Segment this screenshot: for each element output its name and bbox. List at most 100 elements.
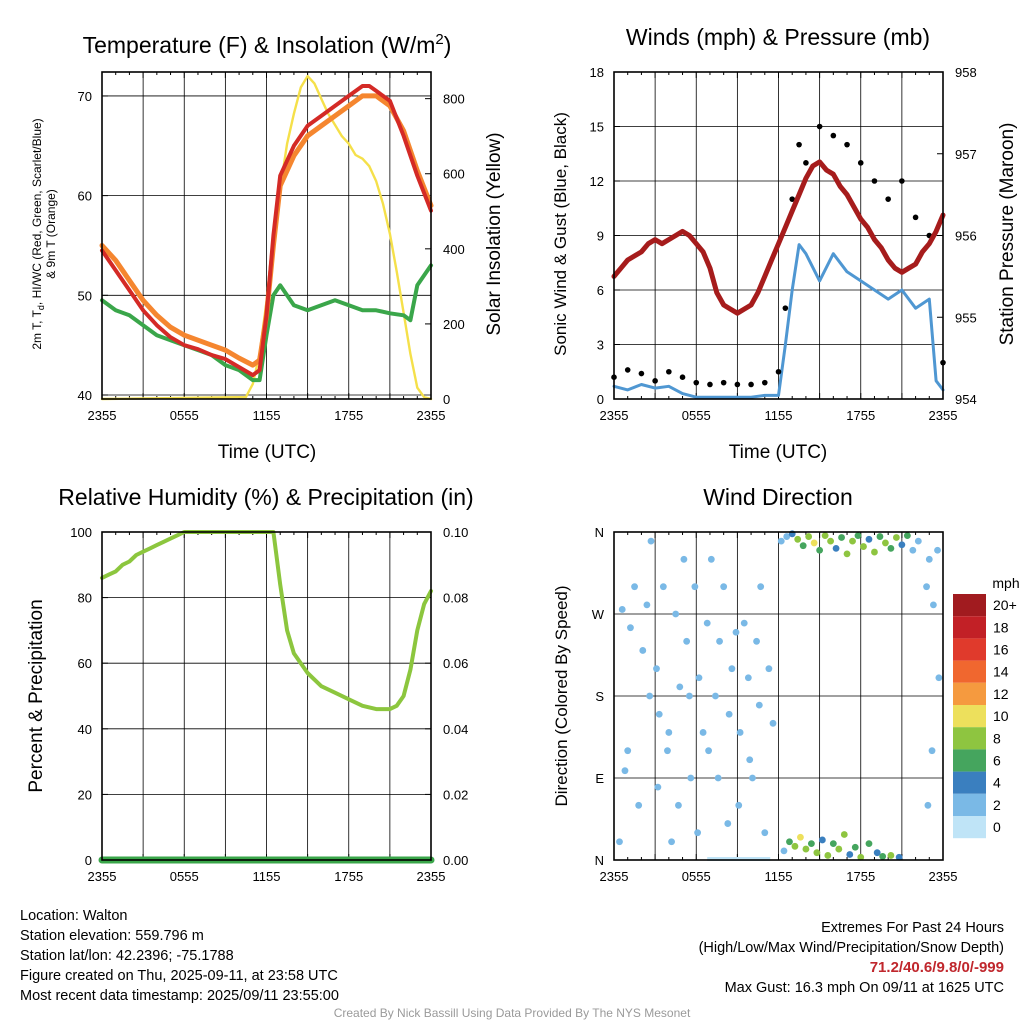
gust-point (830, 132, 837, 139)
dir-panel-title: Wind Direction (703, 484, 853, 510)
direction-point (840, 831, 848, 838)
gust-point (624, 367, 631, 373)
direction-point (695, 674, 703, 682)
direction-point (808, 840, 815, 847)
wind-xlabel: Time (UTC) (729, 442, 828, 463)
direction-point (740, 619, 748, 627)
direction-point (816, 546, 824, 554)
direction-point (871, 548, 878, 556)
gust-point (748, 381, 754, 388)
gust-point (707, 381, 713, 388)
direction-point (934, 546, 941, 554)
legend-label: 8 (993, 730, 1001, 746)
direction-point (838, 534, 845, 541)
direction-point (639, 647, 647, 654)
temp-ytick-label-left: 50 (78, 288, 92, 303)
temp-xtick-label: 2355 (88, 408, 117, 423)
gust-point (693, 379, 700, 386)
sonic-wind-line (612, 243, 945, 399)
rh-ytick-label-right: 0.00 (443, 853, 468, 868)
dir-xtick-label: 1755 (846, 869, 875, 884)
created-text: Figure created on Thu, 2025-09-11, at 23… (20, 968, 338, 984)
direction-point (703, 619, 711, 627)
wind-xtick-label: 2355 (600, 408, 629, 423)
direction-point (797, 833, 804, 841)
temp-2m-line (100, 84, 433, 378)
direction-point (923, 583, 930, 591)
direction-point (761, 829, 769, 837)
dir-frame (613, 531, 944, 861)
direction-point (928, 747, 936, 755)
legend-swatch (953, 638, 986, 661)
rh-ytick-label-left: 40 (78, 722, 92, 737)
gust-point (796, 141, 802, 148)
direction-point (631, 583, 638, 591)
direction-point (821, 532, 829, 540)
direction-point (659, 583, 667, 591)
direction-point (832, 545, 840, 552)
direction-point (675, 801, 682, 809)
location-text: Location: Walton (20, 908, 128, 924)
gust-point (912, 214, 919, 221)
direction-point (618, 606, 626, 613)
direction-point (624, 747, 632, 755)
legend-label: 0 (993, 819, 1001, 835)
direction-point (914, 537, 922, 545)
elevation-text: Station elevation: 559.796 m (20, 928, 204, 944)
direction-point (685, 692, 693, 700)
legend-label: 18 (993, 619, 1009, 635)
direction-point (791, 842, 799, 850)
gust-point (720, 379, 727, 386)
direction-point (716, 637, 723, 645)
legend-swatch (953, 771, 986, 794)
direction-point (765, 665, 773, 673)
wind-xtick-label: 2355 (929, 408, 958, 423)
temp-ytick-label-left: 40 (78, 388, 92, 403)
direction-point (668, 838, 675, 846)
temp-ytick-label-right: 200 (443, 317, 465, 332)
dewpoint-line (100, 263, 433, 383)
wind-ytick-label-right: 957 (955, 147, 977, 162)
gust-point (666, 368, 672, 375)
direction-point (635, 801, 643, 809)
dir-ytick-label: S (595, 689, 604, 704)
gust-point (803, 160, 809, 166)
direction-point (857, 853, 865, 861)
direction-point (854, 532, 862, 540)
extremes-subtitle: (High/Low/Max Wind/Precipitation/Snow De… (698, 940, 1004, 956)
temp-xtick-label: 0555 (170, 408, 199, 423)
gust-point (816, 123, 823, 130)
wind-ytick-label-left: 15 (590, 120, 604, 135)
legend-label: 10 (993, 708, 1009, 724)
wind-xtick-label: 0555 (682, 408, 711, 423)
dir-ytick-label: N (595, 525, 604, 540)
direction-point (755, 701, 763, 709)
wind-ytick-label-right: 956 (955, 229, 977, 244)
dir-xtick-label: 2355 (929, 869, 958, 884)
rh-xtick-label: 2355 (417, 869, 446, 884)
direction-point (714, 774, 722, 782)
direction-point (777, 537, 785, 545)
direction-point (687, 774, 695, 782)
direction-point (892, 534, 900, 541)
direction-point (694, 829, 702, 837)
direction-point (935, 674, 943, 682)
svg-text:2m T, Td, HI/WC (Red, Green, S: 2m T, Td, HI/WC (Red, Green, Scarlet/Blu… (30, 118, 46, 349)
rh-plot: 2355 0555 1155 1755 23550204060801000.000.02… (70, 525, 468, 884)
direction-point (903, 532, 911, 540)
legend-label: 14 (993, 664, 1009, 680)
direction-point (810, 539, 818, 547)
direction-point (895, 853, 903, 861)
legend-swatch (953, 616, 986, 639)
direction-point (621, 767, 629, 775)
legend-label: 6 (993, 753, 1001, 769)
direction-point (925, 555, 933, 563)
direction-point (676, 683, 684, 691)
direction-point (753, 637, 760, 645)
direction-point (691, 583, 699, 591)
direction-point (846, 851, 854, 858)
legend-label: 20+ (993, 597, 1017, 613)
svg-text:& 9m T (Orange): & 9m T (Orange) (44, 189, 58, 279)
extremes-title: Extremes For Past 24 Hours (821, 920, 1004, 936)
direction-point (930, 601, 937, 609)
